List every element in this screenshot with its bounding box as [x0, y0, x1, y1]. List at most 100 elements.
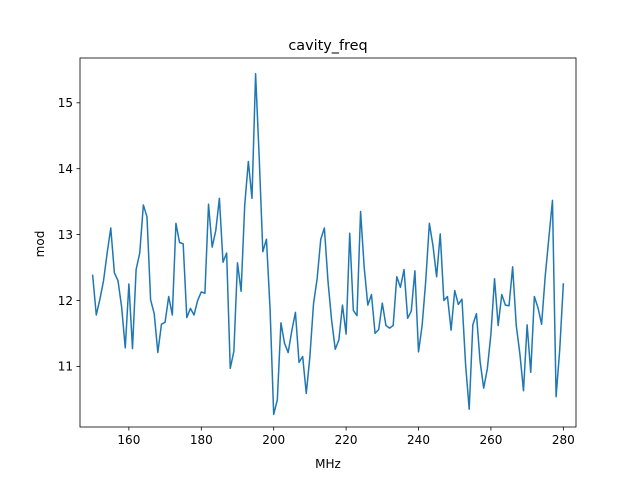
data-point [389, 328, 390, 329]
data-point [248, 161, 249, 162]
data-point [378, 329, 379, 330]
data-point [479, 361, 480, 362]
data-point [262, 251, 263, 252]
data-point [512, 266, 513, 267]
data-point [280, 322, 281, 323]
data-point [92, 275, 93, 276]
y-tick-label: 13 [58, 228, 73, 242]
data-point [552, 200, 553, 201]
data-point [487, 368, 488, 369]
data-point [161, 324, 162, 325]
data-point [288, 352, 289, 353]
data-point [545, 276, 546, 277]
data-point [190, 308, 191, 309]
data-point [324, 227, 325, 228]
data-point [407, 318, 408, 319]
data-point [277, 399, 278, 400]
data-point [186, 317, 187, 318]
data-point [414, 270, 415, 271]
data-point [516, 325, 517, 326]
data-point [96, 314, 97, 315]
data-point [251, 198, 252, 199]
data-point [266, 239, 267, 240]
data-point [201, 291, 202, 292]
data-point [374, 333, 375, 334]
x-tick-label: 220 [335, 433, 358, 447]
data-point [259, 157, 260, 158]
data-point [443, 300, 444, 301]
data-point [327, 281, 328, 282]
y-tick-label: 12 [58, 294, 73, 308]
series-line-0 [91, 73, 565, 416]
data-point [403, 269, 404, 270]
data-point [139, 252, 140, 253]
data-point [400, 287, 401, 288]
data-point [382, 303, 383, 304]
data-point [548, 237, 549, 238]
data-point [136, 269, 137, 270]
data-point [284, 343, 285, 344]
data-point [154, 313, 155, 314]
data-point [150, 299, 151, 300]
data-point [472, 324, 473, 325]
data-point [346, 333, 347, 334]
data-point [393, 325, 394, 326]
data-point [157, 352, 158, 353]
data-point [193, 314, 194, 315]
data-point [132, 348, 133, 349]
data-point [306, 393, 307, 394]
data-point [317, 278, 318, 279]
data-point [128, 283, 129, 284]
data-point [107, 252, 108, 253]
data-point [219, 198, 220, 199]
data-point [425, 280, 426, 281]
data-point [212, 247, 213, 248]
plot-frame [79, 57, 577, 428]
data-point [476, 313, 477, 314]
data-point [530, 372, 531, 373]
data-point [371, 294, 372, 295]
data-point [204, 293, 205, 294]
data-point [465, 364, 466, 365]
data-point [197, 300, 198, 301]
data-point [385, 325, 386, 326]
x-tick-label: 240 [407, 433, 430, 447]
data-point [508, 305, 509, 306]
data-point [461, 299, 462, 300]
data-point [331, 320, 332, 321]
data-point [447, 296, 448, 297]
data-point [527, 324, 528, 325]
data-point [537, 307, 538, 308]
data-point [436, 276, 437, 277]
data-point [309, 356, 310, 357]
data-point [519, 353, 520, 354]
data-point [103, 280, 104, 281]
data-point [208, 204, 209, 205]
data-point [432, 245, 433, 246]
data-point [295, 312, 296, 313]
x-tick-label: 180 [190, 433, 213, 447]
data-point [320, 239, 321, 240]
data-point [498, 325, 499, 326]
data-point [226, 252, 227, 253]
data-point [364, 267, 365, 268]
data-point [559, 349, 560, 350]
data-point [255, 73, 256, 74]
data-point [353, 310, 354, 311]
data-point [222, 262, 223, 263]
data-point [490, 333, 491, 334]
data-point [172, 314, 173, 315]
data-point [164, 322, 165, 323]
data-point [483, 388, 484, 389]
data-point [541, 324, 542, 325]
data-point [494, 278, 495, 279]
data-point [422, 325, 423, 326]
data-point [298, 362, 299, 363]
data-point [367, 305, 368, 306]
series-layer [91, 73, 565, 416]
x-tick-label: 280 [552, 433, 575, 447]
data-point [505, 305, 506, 306]
data-point [356, 315, 357, 316]
